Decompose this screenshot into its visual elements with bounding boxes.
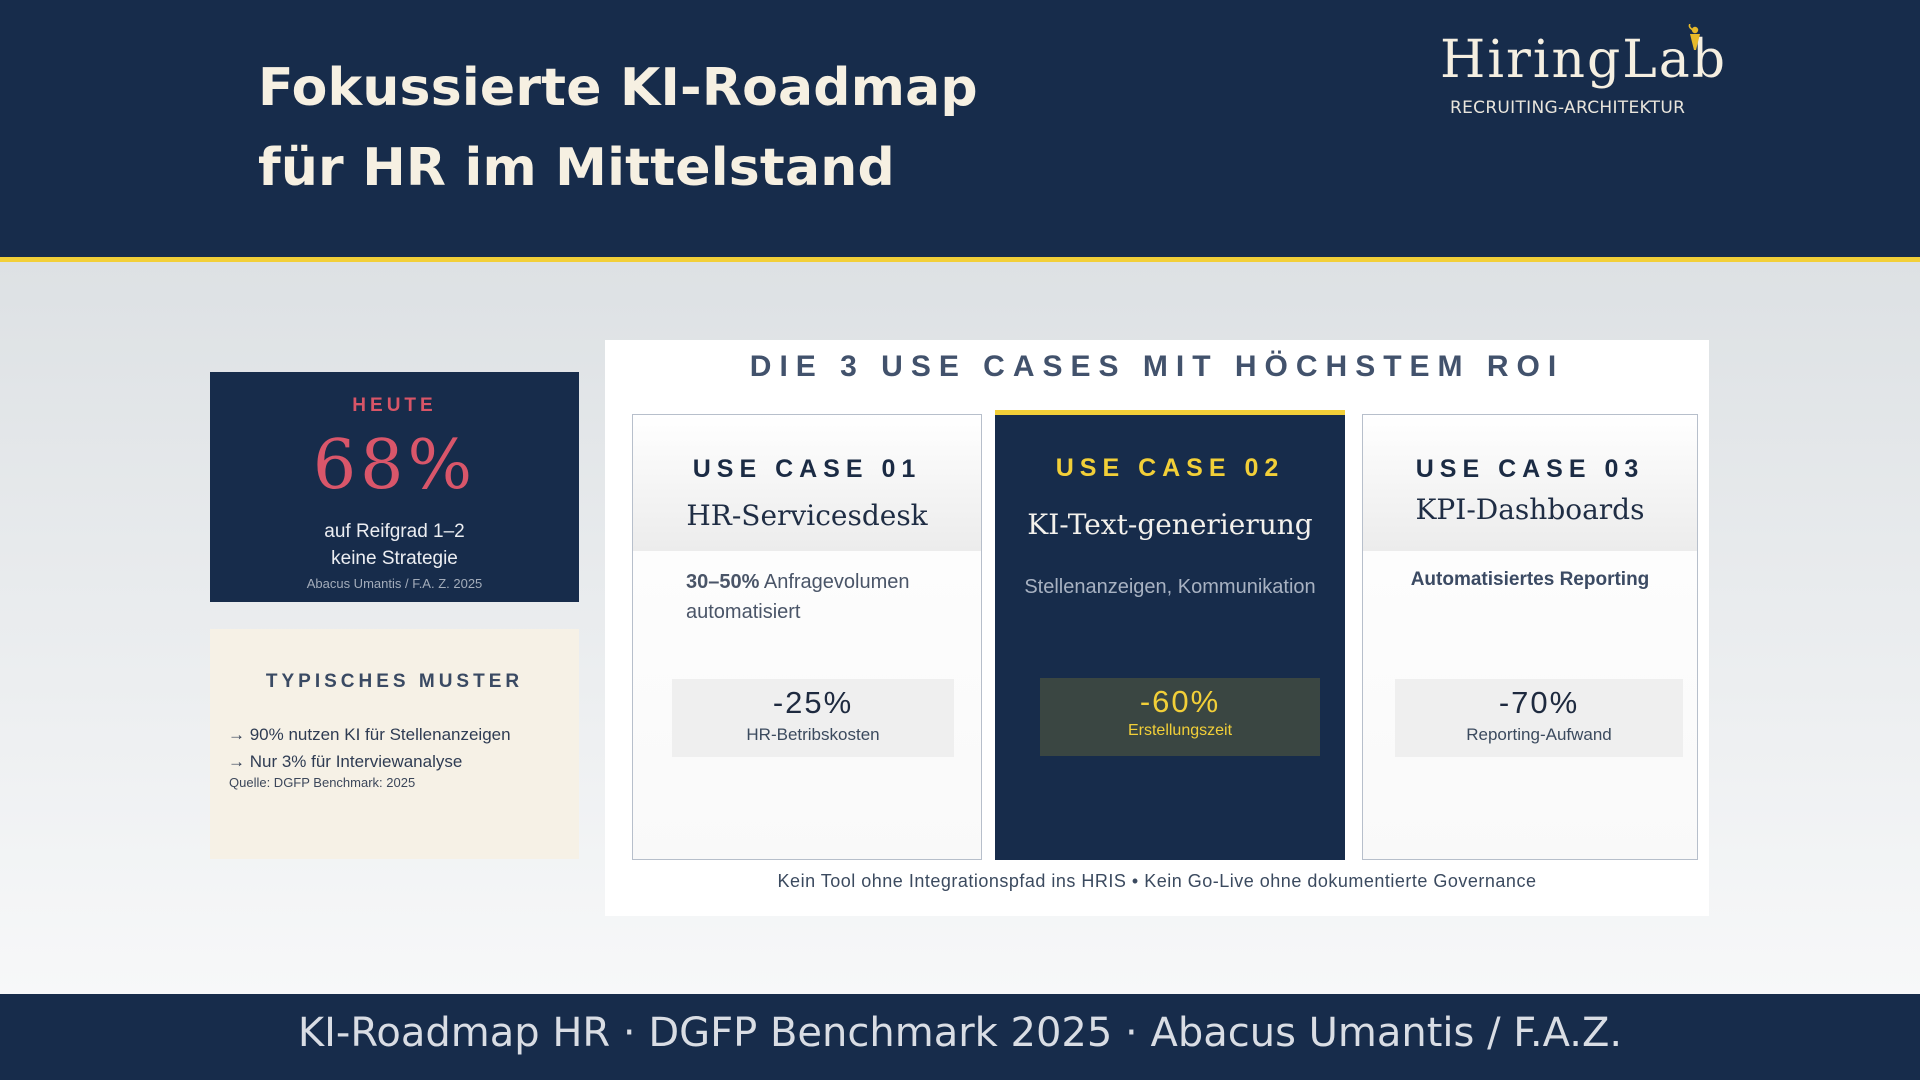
page-title: Fokussierte KI-Roadmap für HR im Mittels…	[258, 48, 978, 208]
pattern-label: TYPISCHES MUSTER	[265, 671, 524, 692]
page-title-line-2: für HR im Mittelstand	[258, 138, 895, 198]
kpi-label: Reporting-Aufwand	[1466, 725, 1612, 744]
use-case-desc-highlight: 30–50%	[686, 571, 760, 593]
kpi-value: -70%	[1498, 685, 1580, 720]
header-gold-rule	[0, 257, 1920, 262]
card-gold-topline	[995, 410, 1345, 415]
roi-footer-note: Kein Tool ohne Integrationspfad ins HRIS…	[777, 871, 1537, 891]
footer-text: KI-Roadmap HR · DGFP Benchmark 2025 · Ab…	[297, 1010, 1623, 1056]
header-banner: Fokussierte KI-Roadmap für HR im Mittels…	[0, 0, 1920, 257]
card-header-band	[633, 415, 981, 551]
use-case-desc-text: Anfragevolumen	[759, 571, 910, 593]
use-case-description: 30–50% Anfragevolumen automatisiert	[686, 567, 966, 627]
kpi-box: -70% Reporting-Aufwand	[1395, 679, 1683, 757]
use-case-description: Automatisiertes Reporting	[1410, 569, 1650, 590]
use-case-number: USE CASE 03	[1415, 455, 1645, 483]
logo-wordmark: HiringLab	[1440, 30, 1728, 90]
kpi-value: -25%	[772, 685, 854, 720]
use-case-number: USE CASE 01	[692, 455, 922, 483]
today-percentage: 68%	[312, 426, 477, 505]
use-case-card-01: USE CASE 01 HR-Servicesdesk 30–50% Anfra…	[632, 414, 982, 860]
use-case-number: USE CASE 02	[1055, 454, 1285, 482]
pattern-item: → 90% nutzen KI für Stellenanzeigen	[228, 725, 511, 744]
kpi-label: Erstellungszeit	[1127, 722, 1233, 739]
today-source: Abacus Umantis / F.A. Z. 2025	[306, 576, 483, 591]
use-case-title: KPI-Dashboards	[1415, 493, 1645, 526]
use-case-title: KI-Text-generierung	[1027, 508, 1313, 541]
logo-pen-icon	[1688, 24, 1700, 50]
today-label: HEUTE	[352, 395, 437, 416]
use-case-desc-line-2: automatisiert	[686, 601, 801, 623]
card-header-band	[1363, 415, 1697, 551]
footer-banner: KI-Roadmap HR · DGFP Benchmark 2025 · Ab…	[0, 994, 1920, 1080]
kpi-value: -60%	[1139, 684, 1221, 719]
pattern-source: Quelle: DGFP Benchmark: 2025	[229, 775, 416, 790]
kpi-label: HR-Betribskosten	[746, 725, 880, 744]
today-desc-line-2: keine Strategie	[331, 548, 458, 569]
page-title-line-1: Fokussierte KI-Roadmap	[258, 58, 978, 118]
today-description: auf Reifgrad 1–2 keine Strategie	[210, 518, 579, 572]
roi-panel: DIE 3 USE CASES MIT HÖCHSTEM ROI USE CAS…	[605, 340, 1709, 916]
use-case-card-02: USE CASE 02 KI-Text-generierung Stellena…	[995, 410, 1345, 860]
pattern-item: → Nur 3% für Interviewanalyse	[228, 752, 463, 771]
typical-pattern-card: TYPISCHES MUSTER → 90% nutzen KI für Ste…	[210, 629, 579, 859]
use-case-description: Stellenanzeigen, Kommunikation	[1024, 576, 1316, 598]
kpi-box: -25% HR-Betribskosten	[672, 679, 954, 757]
use-case-card-03: USE CASE 03 KPI-Dashboards Automatisiert…	[1362, 414, 1698, 860]
logo-tagline: RECRUITING-ARCHITEKTUR	[1450, 98, 1686, 118]
use-case-title: HR-Servicesdesk	[686, 499, 928, 532]
pattern-list: → 90% nutzen KI für Stellenanzeigen → Nu…	[228, 721, 511, 775]
today-desc-line-1: auf Reifgrad 1–2	[324, 521, 465, 542]
kpi-box: -60% Erstellungszeit	[1040, 678, 1320, 756]
roi-heading: DIE 3 USE CASES MIT HÖCHSTEM ROI	[749, 350, 1565, 383]
today-stat-card: HEUTE 68% auf Reifgrad 1–2 keine Strateg…	[210, 372, 579, 602]
hiringlab-logo: HiringLab RECRUITING-ARCHITEKTUR	[1440, 22, 1725, 132]
